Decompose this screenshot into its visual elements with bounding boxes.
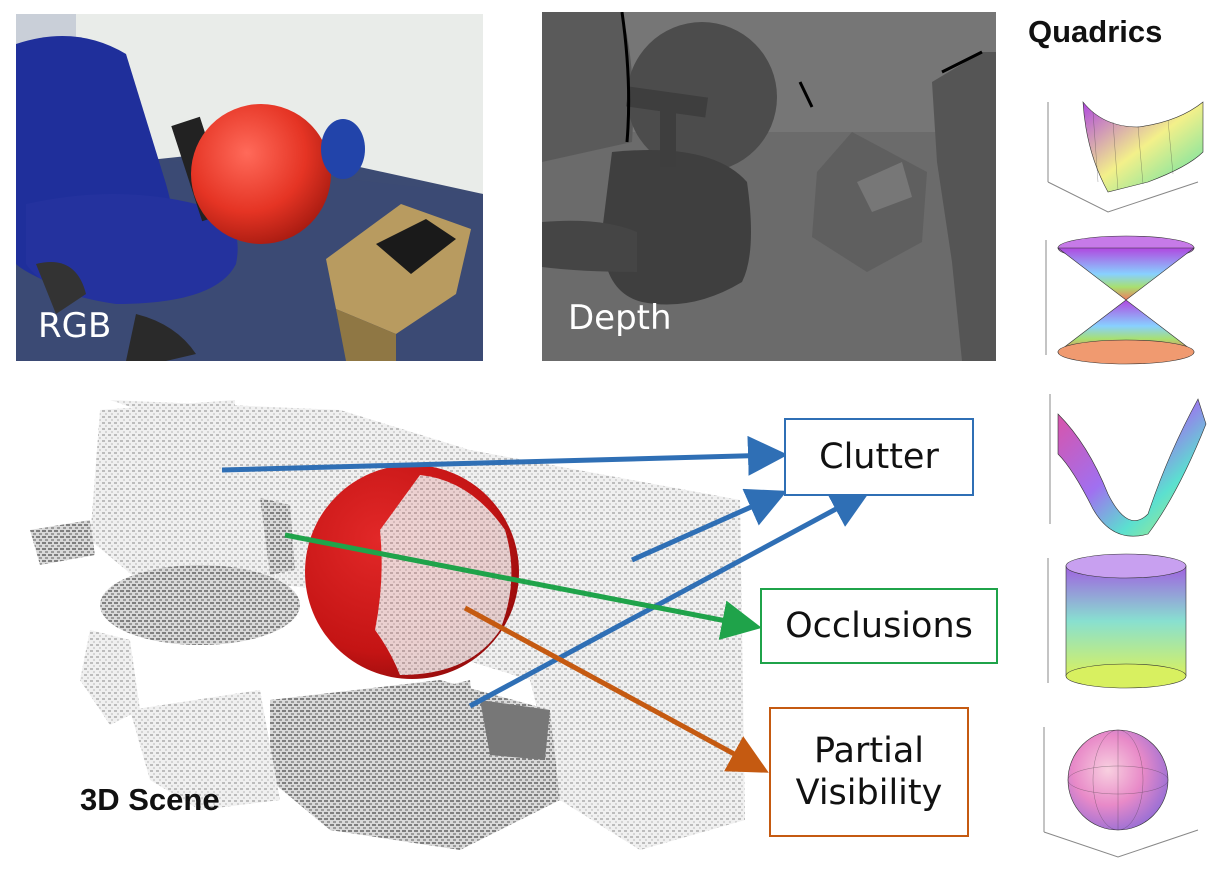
depth-image [542,12,996,361]
rgb-image [16,14,483,361]
scene-label: 3D Scene [80,782,220,817]
rgb-image-panel: RGB [16,14,483,361]
quadrics-title: Quadrics [1028,14,1163,49]
rgb-label: RGB [38,306,112,346]
clutter-callout: Clutter [784,418,974,496]
quadric-hyperbolic-paraboloid [1049,394,1207,537]
quadric-double-cone [1045,235,1195,365]
depth-label: Depth [568,298,672,338]
quadric-parabolic-cylinder [1047,101,1204,213]
red-ball [191,104,331,244]
depth-image-panel: Depth [542,12,996,361]
quadric-sphere [1043,727,1199,858]
occlusions-callout: Occlusions [760,588,998,664]
quadric-cylinder [1047,553,1187,689]
partial-visibility-callout: Partial Visibility [769,707,969,837]
